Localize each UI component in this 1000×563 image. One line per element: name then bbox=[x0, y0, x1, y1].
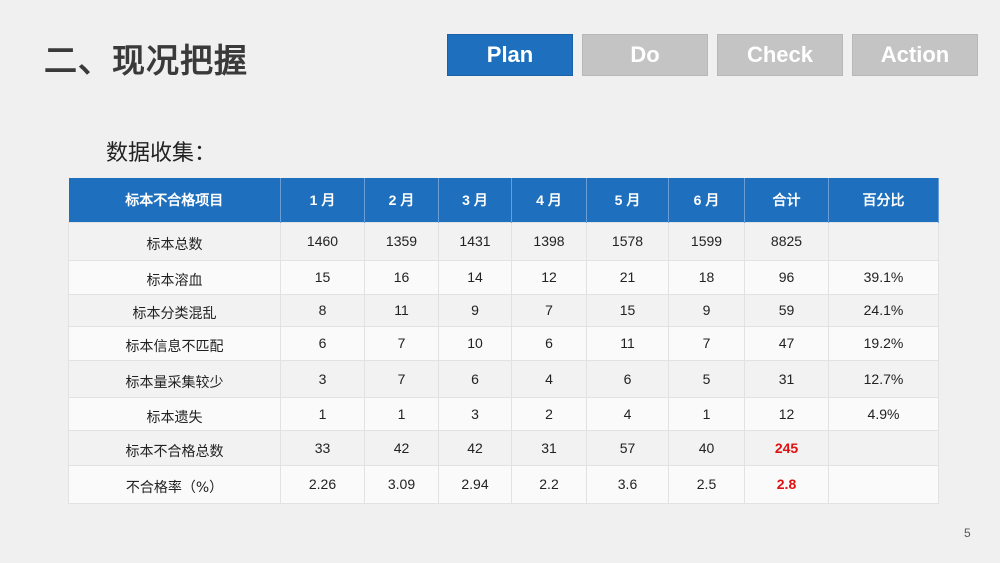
table-cell: 57 bbox=[586, 429, 669, 466]
column-header: 4 月 bbox=[511, 178, 587, 222]
table-cell: 245 bbox=[744, 429, 829, 466]
table-cell: 2.2 bbox=[511, 464, 587, 504]
table-cell: 12.7% bbox=[828, 359, 939, 398]
table-cell: 4 bbox=[511, 359, 587, 398]
table-cell: 12 bbox=[511, 259, 587, 295]
table-cell: 9 bbox=[668, 293, 745, 327]
table-cell: 1 bbox=[668, 396, 745, 431]
table-cell: 1398 bbox=[511, 221, 587, 261]
table-cell: 1 bbox=[280, 396, 365, 431]
table-cell: 42 bbox=[364, 429, 439, 466]
table-cell: 5 bbox=[668, 359, 745, 398]
table-cell: 6 bbox=[511, 325, 587, 361]
section-subtitle: 数据收集： bbox=[106, 141, 217, 166]
tab-do[interactable]: Do bbox=[582, 34, 708, 76]
table-cell: 2.26 bbox=[280, 464, 365, 504]
tab-plan[interactable]: Plan bbox=[447, 34, 573, 76]
table-row: 标本遗失 1 1 3 2 4 1 12 4.9% bbox=[68, 396, 939, 431]
table-cell: 1359 bbox=[364, 221, 439, 261]
table-cell: 6 bbox=[438, 359, 512, 398]
table-cell: 7 bbox=[364, 359, 439, 398]
table-cell: 1460 bbox=[280, 221, 365, 261]
table-cell: 6 bbox=[280, 325, 365, 361]
table-row: 标本量采集较少 3 7 6 4 6 5 31 12.7% bbox=[68, 359, 939, 398]
table-cell: 3.6 bbox=[586, 464, 669, 504]
table-cell bbox=[828, 221, 939, 261]
table-cell: 39.1% bbox=[828, 259, 939, 295]
table-cell: 19.2% bbox=[828, 325, 939, 361]
table-cell: 16 bbox=[364, 259, 439, 295]
row-label: 标本信息不匹配 bbox=[68, 325, 281, 361]
table-cell: 10 bbox=[438, 325, 512, 361]
table-cell: 3 bbox=[438, 396, 512, 431]
row-label: 标本溶血 bbox=[68, 259, 281, 295]
table-cell: 1599 bbox=[668, 221, 745, 261]
table-cell: 18 bbox=[668, 259, 745, 295]
table-cell: 7 bbox=[668, 325, 745, 361]
table-row: 标本信息不匹配 6 7 10 6 11 7 47 19.2% bbox=[68, 325, 939, 361]
row-label: 不合格率（%） bbox=[68, 464, 281, 504]
table-cell: 7 bbox=[364, 325, 439, 361]
table-cell: 15 bbox=[280, 259, 365, 295]
table-cell: 59 bbox=[744, 293, 829, 327]
column-header: 6 月 bbox=[668, 178, 745, 222]
table-cell: 31 bbox=[511, 429, 587, 466]
slide-title: 二、现况把握 bbox=[44, 41, 248, 80]
table-cell: 3 bbox=[280, 359, 365, 398]
table-cell: 1578 bbox=[586, 221, 669, 261]
column-header: 2 月 bbox=[364, 178, 439, 222]
table-cell: 1 bbox=[364, 396, 439, 431]
table-row: 标本不合格总数 33 42 42 31 57 40 245 bbox=[68, 429, 939, 466]
table-row: 不合格率（%） 2.26 3.09 2.94 2.2 3.6 2.5 2.8 bbox=[68, 464, 939, 504]
table-cell: 2.94 bbox=[438, 464, 512, 504]
row-label: 标本分类混乱 bbox=[68, 293, 281, 327]
column-header: 标本不合格项目 bbox=[68, 178, 281, 222]
table-cell: 21 bbox=[586, 259, 669, 295]
page-number: 5 bbox=[964, 526, 971, 540]
table-row: 标本总数 1460 1359 1431 1398 1578 1599 8825 bbox=[68, 221, 939, 261]
table-cell: 11 bbox=[586, 325, 669, 361]
column-header: 百分比 bbox=[828, 178, 939, 222]
table-cell: 33 bbox=[280, 429, 365, 466]
table-cell: 11 bbox=[364, 293, 439, 327]
row-label: 标本不合格总数 bbox=[68, 429, 281, 466]
pdca-tabs: Plan Do Check Action bbox=[447, 34, 978, 76]
column-header: 合计 bbox=[744, 178, 829, 222]
table-cell: 14 bbox=[438, 259, 512, 295]
row-label: 标本总数 bbox=[68, 221, 281, 261]
table-row: 标本分类混乱 8 11 9 7 15 9 59 24.1% bbox=[68, 293, 939, 327]
table-cell: 7 bbox=[511, 293, 587, 327]
table-cell: 2 bbox=[511, 396, 587, 431]
table-cell bbox=[828, 464, 939, 504]
table-cell: 8825 bbox=[744, 221, 829, 261]
table-row: 标本溶血 15 16 14 12 21 18 96 39.1% bbox=[68, 259, 939, 295]
table-cell: 2.8 bbox=[744, 464, 829, 504]
table-cell: 31 bbox=[744, 359, 829, 398]
row-label: 标本遗失 bbox=[68, 396, 281, 431]
table-cell: 15 bbox=[586, 293, 669, 327]
table-cell: 12 bbox=[744, 396, 829, 431]
table-cell: 4 bbox=[586, 396, 669, 431]
table-cell: 9 bbox=[438, 293, 512, 327]
table-cell: 8 bbox=[280, 293, 365, 327]
row-label: 标本量采集较少 bbox=[68, 359, 281, 398]
table-cell: 24.1% bbox=[828, 293, 939, 327]
column-header: 3 月 bbox=[438, 178, 512, 222]
tab-check[interactable]: Check bbox=[717, 34, 843, 76]
table-cell: 40 bbox=[668, 429, 745, 466]
table-cell bbox=[828, 429, 939, 466]
table-cell: 1431 bbox=[438, 221, 512, 261]
table-cell: 4.9% bbox=[828, 396, 939, 431]
table-cell: 3.09 bbox=[364, 464, 439, 504]
table-cell: 47 bbox=[744, 325, 829, 361]
table-cell: 6 bbox=[586, 359, 669, 398]
table-cell: 96 bbox=[744, 259, 829, 295]
table-cell: 42 bbox=[438, 429, 512, 466]
tab-action[interactable]: Action bbox=[852, 34, 978, 76]
table-cell: 2.5 bbox=[668, 464, 745, 504]
column-header: 1 月 bbox=[280, 178, 365, 222]
column-header: 5 月 bbox=[586, 178, 669, 222]
